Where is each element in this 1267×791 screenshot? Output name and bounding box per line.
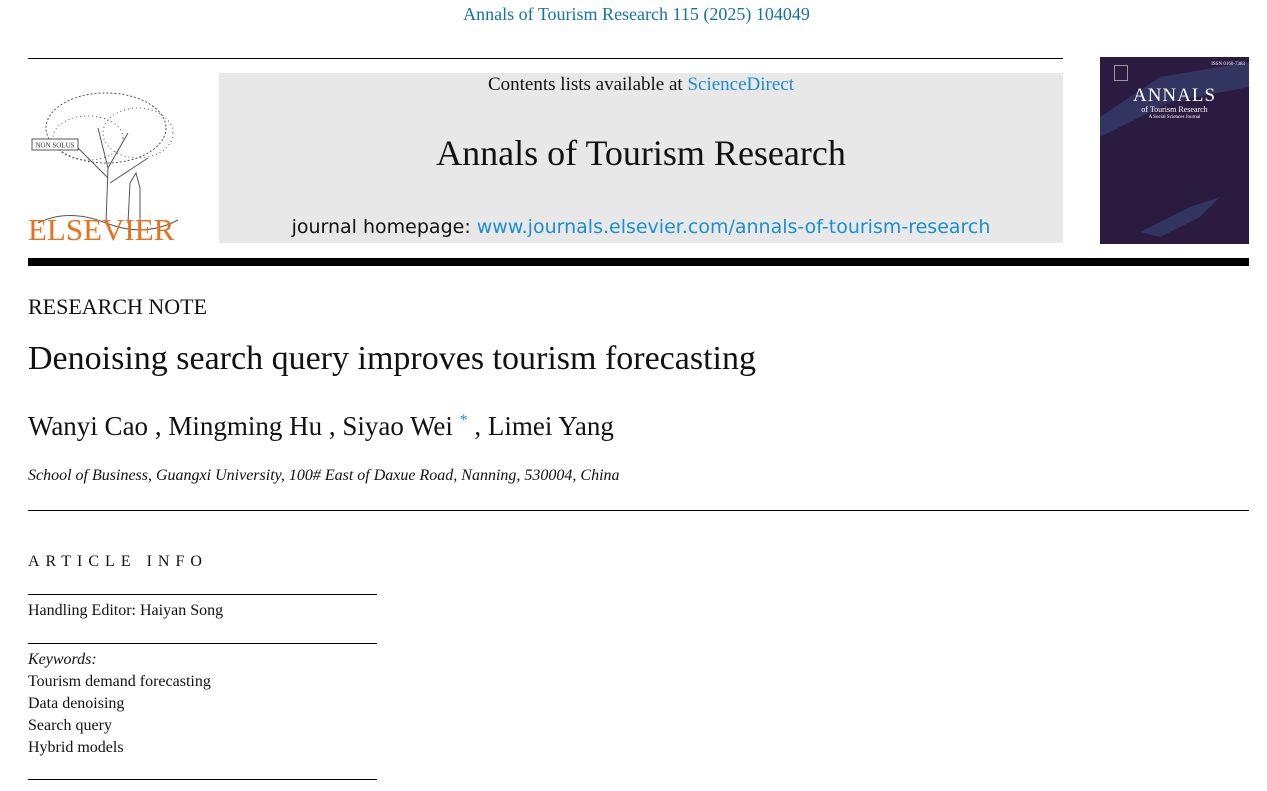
journal-name: Annals of Tourism Research	[436, 133, 846, 173]
divider	[28, 594, 377, 595]
divider	[28, 58, 1063, 59]
motto-ribbon	[31, 138, 79, 151]
author[interactable]: Siyao Wei	[342, 411, 453, 441]
cover-subtitle: of Tourism Research	[1141, 105, 1208, 114]
elsevier-wordmark: ELSEVIER	[28, 212, 175, 247]
corresponding-author-mark[interactable]: *	[459, 412, 468, 429]
sciencedirect-link[interactable]: ScienceDirect	[687, 74, 795, 95]
article-type: RESEARCH NOTE	[28, 294, 208, 319]
contents-label: Contents lists available at	[487, 74, 688, 95]
author[interactable]: Mingming Hu	[168, 411, 323, 441]
homepage-label: journal homepage:	[291, 216, 477, 238]
elsevier-tree-logo: NON SOLUS	[31, 92, 179, 231]
keyword: Tourism demand forecasting	[28, 673, 211, 690]
keyword: Data denoising	[28, 695, 125, 712]
affiliation: School of Business, Guangxi University, …	[28, 467, 620, 484]
handling-editor: Handling Editor: Haiyan Song	[28, 602, 224, 619]
divider	[28, 510, 1249, 511]
elsevier-small-logo	[1114, 65, 1128, 81]
divider	[28, 779, 377, 780]
author[interactable]: Wanyi Cao	[28, 411, 149, 441]
article-info-heading: ARTICLE INFO	[28, 553, 208, 570]
article-title: Denoising search query improves tourism …	[28, 340, 756, 377]
citation-link[interactable]: Annals of Tourism Research 115 (2025) 10…	[463, 4, 810, 24]
publisher-motto: NON SOLUS	[35, 142, 74, 150]
keywords-label: Keywords:	[28, 651, 97, 668]
cover-issn: ISSN 0160-7383	[1211, 62, 1245, 67]
author-list: Wanyi Cao , Mingming Hu , Siyao Wei * , …	[28, 411, 614, 441]
author[interactable]: Limei Yang	[487, 411, 614, 441]
cover-title: ANNALS	[1132, 85, 1217, 106]
thick-divider	[28, 258, 1249, 266]
journal-banner: Contents lists available at ScienceDirec…	[219, 73, 1063, 243]
cover-tagline: A Social Sciences Journal	[1148, 115, 1201, 120]
journal-homepage-link[interactable]: www.journals.elsevier.com/annals-of-tour…	[476, 216, 991, 238]
keyword: Search query	[28, 717, 112, 734]
journal-cover[interactable]: ISSN 0160-7383 ANNALS of Tourism Researc…	[1100, 57, 1249, 244]
cover-texture	[1100, 62, 1249, 237]
keyword: Hybrid models	[28, 739, 124, 756]
divider	[28, 643, 377, 644]
